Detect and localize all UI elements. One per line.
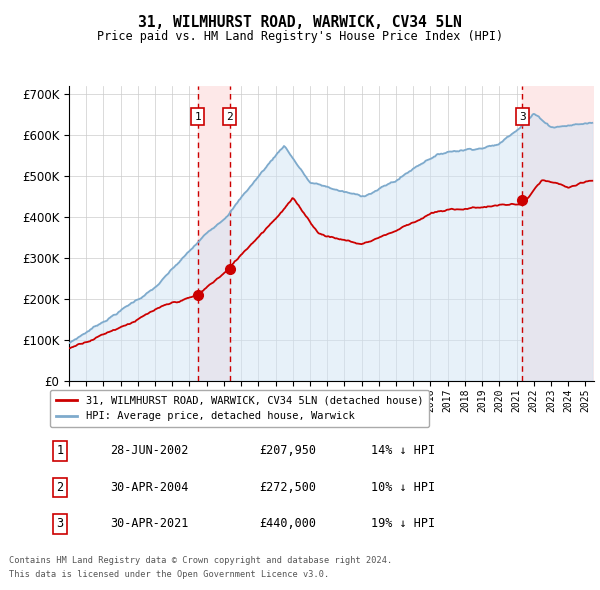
Text: Contains HM Land Registry data © Crown copyright and database right 2024.: Contains HM Land Registry data © Crown c… xyxy=(9,556,392,565)
Text: 31, WILMHURST ROAD, WARWICK, CV34 5LN: 31, WILMHURST ROAD, WARWICK, CV34 5LN xyxy=(138,15,462,30)
Text: Price paid vs. HM Land Registry's House Price Index (HPI): Price paid vs. HM Land Registry's House … xyxy=(97,30,503,43)
Text: 30-APR-2021: 30-APR-2021 xyxy=(110,517,188,530)
Text: 1: 1 xyxy=(194,112,202,122)
Text: £272,500: £272,500 xyxy=(259,481,316,494)
Text: 19% ↓ HPI: 19% ↓ HPI xyxy=(371,517,436,530)
Bar xyxy=(198,86,230,381)
Text: 28-JUN-2002: 28-JUN-2002 xyxy=(110,444,188,457)
Legend: 31, WILMHURST ROAD, WARWICK, CV34 5LN (detached house), HPI: Average price, deta: 31, WILMHURST ROAD, WARWICK, CV34 5LN (d… xyxy=(50,390,430,427)
Text: £207,950: £207,950 xyxy=(259,444,316,457)
Text: 1: 1 xyxy=(56,444,64,457)
Text: £440,000: £440,000 xyxy=(259,517,316,530)
Text: This data is licensed under the Open Government Licence v3.0.: This data is licensed under the Open Gov… xyxy=(9,571,329,579)
Text: 2: 2 xyxy=(226,112,233,122)
Text: 14% ↓ HPI: 14% ↓ HPI xyxy=(371,444,436,457)
Text: 10% ↓ HPI: 10% ↓ HPI xyxy=(371,481,436,494)
Text: 30-APR-2004: 30-APR-2004 xyxy=(110,481,188,494)
Text: 3: 3 xyxy=(519,112,526,122)
Text: 2: 2 xyxy=(56,481,64,494)
Bar xyxy=(522,86,594,381)
Text: 3: 3 xyxy=(56,517,64,530)
